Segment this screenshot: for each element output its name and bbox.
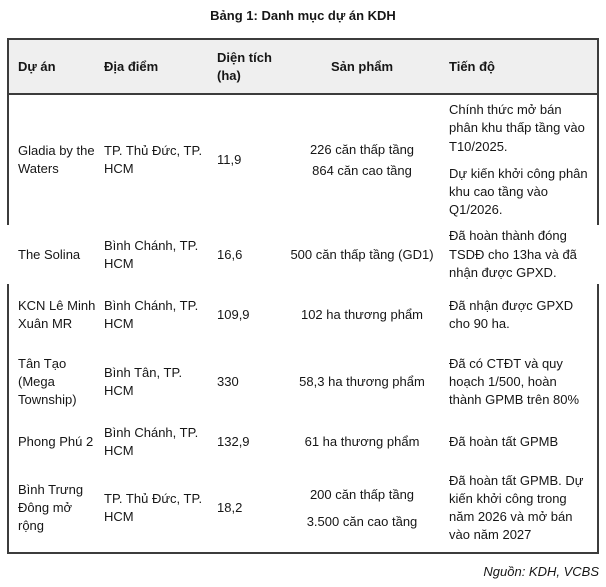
column-header-progress: Tiến độ	[449, 58, 495, 74]
projects-table: Dự án Địa điểm Diện tích (ha) Sản phẩm T…	[7, 38, 599, 555]
project-progress: Đã hoàn thành đóng TSDĐ cho 13ha và đã n…	[449, 228, 577, 280]
project-location: TP. Thủ Đức, TP. HCM	[104, 491, 203, 525]
project-location: Bình Tân, TP. HCM	[104, 365, 183, 399]
project-location: Bình Chánh, TP. HCM	[104, 237, 199, 271]
project-area: 16,6	[217, 246, 243, 262]
project-area: 11,9	[217, 152, 242, 168]
project-progress: Đã hoàn tất GPMB	[449, 433, 559, 449]
project-name: Bình Trưng Đông mở rộng	[18, 481, 84, 534]
project-area: 330	[217, 374, 239, 390]
project-name: Gladia by the Waters	[18, 143, 95, 177]
table-row: The Solina Bình Chánh, TP. HCM 16,6 500 …	[7, 225, 599, 284]
table-row: Tân Tạo (Mega Township) Bình Tân, TP. HC…	[7, 345, 599, 420]
project-product: 226 căn thấp tầng 864 căn cao tầng	[309, 141, 415, 178]
table-row: Phong Phú 2 Bình Chánh, TP. HCM 132,9 61…	[7, 419, 599, 465]
project-location: Bình Chánh, TP. HCM	[104, 424, 199, 458]
table-header-row: Dự án Địa điểm Diện tích (ha) Sản phẩm T…	[7, 38, 599, 96]
table-body: Gladia by the Waters TP. Thủ Đức, TP. HC…	[7, 95, 599, 555]
project-progress: Đã có CTĐT và quy hoạch 1/500, hoàn thàn…	[449, 355, 580, 408]
project-location: Bình Chánh, TP. HCM	[104, 297, 199, 331]
column-header-product: Sản phẩm	[330, 58, 394, 74]
table-row: Gladia by the Waters TP. Thủ Đức, TP. HC…	[7, 95, 599, 226]
project-name: Tân Tạo (Mega Township)	[18, 355, 77, 408]
project-progress: Đã nhận được GPXD cho 90 ha.	[449, 297, 574, 331]
project-product: 200 căn thấp tầng 3.500 căn cao tầng	[306, 486, 418, 529]
project-area: 132,9	[217, 433, 250, 449]
project-name: The Solina	[18, 246, 81, 262]
column-header-location: Địa điểm	[104, 58, 159, 74]
project-name: KCN Lê Minh Xuân MR	[18, 297, 96, 331]
project-product: 102 ha thương phẩm	[300, 306, 424, 322]
project-area: 109,9	[217, 306, 250, 322]
project-name: Phong Phú 2	[18, 433, 94, 449]
project-product: 500 căn thấp tầng (GD1)	[290, 246, 434, 262]
table-row: Bình Trưng Đông mở rộng TP. Thủ Đức, TP.…	[7, 464, 599, 553]
source-note: Nguồn: KDH, VCBS	[483, 564, 599, 580]
project-progress: Chính thức mở bán phân khu thấp tầng vào…	[449, 102, 588, 218]
project-area: 18,2	[217, 500, 243, 516]
project-progress: Đã hoàn tất GPMB. Dự kiến khởi công tron…	[449, 472, 584, 543]
project-product: 58,3 ha thương phẩm	[299, 374, 425, 390]
column-header-project: Dự án	[18, 58, 56, 74]
table-title: Bảng 1: Danh mục dự án KDH	[210, 8, 396, 23]
column-header-area: Diện tích (ha)	[217, 49, 272, 83]
project-location: TP. Thủ Đức, TP. HCM	[104, 143, 203, 177]
project-product: 61 ha thương phẩm	[304, 433, 420, 449]
table-row: KCN Lê Minh Xuân MR Bình Chánh, TP. HCM …	[7, 284, 599, 346]
